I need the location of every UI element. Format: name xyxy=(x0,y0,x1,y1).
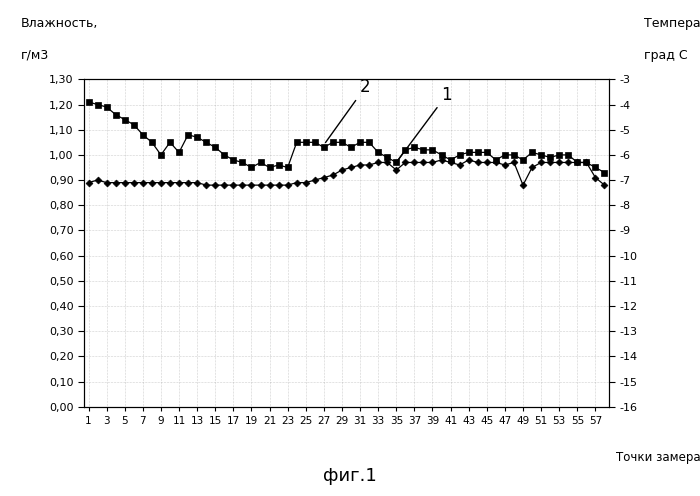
Text: Точки замера: Точки замера xyxy=(616,451,700,464)
Text: г/м3: г/м3 xyxy=(21,49,49,62)
Text: фиг.1: фиг.1 xyxy=(323,467,377,485)
Text: Влажность,: Влажность, xyxy=(21,17,99,30)
Text: 2: 2 xyxy=(326,78,371,142)
Text: град С: град С xyxy=(644,49,687,62)
Text: 1: 1 xyxy=(398,85,452,160)
Text: Температура,: Температура, xyxy=(644,17,700,30)
